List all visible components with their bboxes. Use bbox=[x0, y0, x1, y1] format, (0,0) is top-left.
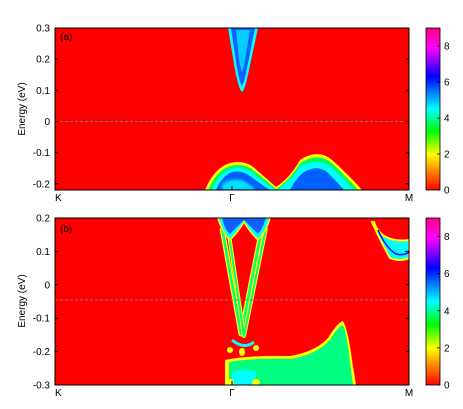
panel-b-colorbar-tick-label: 6 bbox=[444, 269, 450, 280]
panel-b-y-ticks: 0.2 0.1 0 -0.1 -0.2 -0.3 bbox=[33, 214, 409, 392]
panel-a-x-tick-label: M bbox=[405, 193, 413, 204]
panel-b-y-tick-label: 0.1 bbox=[36, 247, 50, 258]
panel-b-colorbar-tick-label: 8 bbox=[444, 232, 450, 243]
panel-b-y-tick-label: 0 bbox=[44, 280, 50, 291]
panel-b-colorbar-ticks: 0 2 4 6 8 bbox=[437, 232, 450, 392]
panel-a-bands bbox=[205, 28, 362, 190]
panel-a-x-tick-label: K bbox=[55, 193, 62, 204]
panel-a: (a) Energy (eV) 0.3 0.2 0.1 0 -0.1 -0.2 K Γ M 0… bbox=[17, 24, 450, 205]
panel-a-colorbar bbox=[425, 27, 441, 191]
panel-a-y-tick-label: 0.1 bbox=[36, 86, 50, 97]
panel-a-y-axis-title: Energy (eV) bbox=[17, 82, 28, 135]
panel-b-y-tick-label: -0.2 bbox=[33, 347, 51, 358]
panel-b-valence-continuum bbox=[225, 321, 356, 385]
panel-a-y-tick-label: -0.1 bbox=[33, 148, 51, 159]
panel-b-colorbar bbox=[425, 217, 441, 386]
panel-b-x-tick-label: M bbox=[405, 388, 413, 399]
panel-a-y-ticks: 0.3 0.2 0.1 0 -0.1 -0.2 bbox=[33, 24, 409, 190]
panel-b-bands bbox=[217, 218, 409, 385]
panel-b-y-axis-title: Energy (eV) bbox=[17, 274, 28, 327]
panel-b-colorbar-tick-label: 0 bbox=[444, 381, 450, 392]
panel-b-y-tick-label: 0.2 bbox=[36, 214, 50, 225]
panel-a-conduction-band bbox=[228, 28, 258, 92]
panel-a-colorbar-tick-label: 6 bbox=[444, 78, 450, 89]
panel-b-label: (b) bbox=[60, 224, 72, 235]
panel-b-x-tick-label: Γ bbox=[229, 388, 235, 399]
panel-a-colorbar-tick-label: 0 bbox=[444, 186, 450, 197]
panel-a-colorbar-ticks: 0 2 4 6 8 bbox=[437, 42, 450, 197]
panel-b-colorbar-tick-label: 4 bbox=[444, 306, 450, 317]
panel-b-m-pocket bbox=[370, 221, 409, 261]
panel-b-y-tick-label: -0.3 bbox=[33, 381, 51, 392]
panel-a-y-tick-label: 0.2 bbox=[36, 55, 50, 66]
panel-b-colorbar-tick-label: 2 bbox=[444, 343, 450, 354]
panel-a-colorbar-tick-label: 4 bbox=[444, 114, 450, 125]
panel-a-y-tick-label: -0.2 bbox=[33, 179, 51, 190]
panel-a-valence-band bbox=[205, 154, 362, 190]
panel-b-conduction-loops bbox=[217, 218, 271, 242]
panel-a-x-tick-label: Γ bbox=[229, 193, 235, 204]
panel-b-dirac-bands bbox=[219, 227, 268, 356]
panel-b-x-tick-label: K bbox=[55, 388, 62, 399]
panel-b-y-tick-label: -0.1 bbox=[33, 314, 51, 325]
panel-a-colorbar-tick-label: 2 bbox=[444, 150, 450, 161]
panel-a-colorbar-tick-label: 8 bbox=[444, 42, 450, 53]
panel-a-y-tick-label: 0.3 bbox=[36, 24, 50, 35]
panel-a-y-tick-label: 0 bbox=[44, 117, 50, 128]
panel-a-label: (a) bbox=[60, 32, 72, 43]
